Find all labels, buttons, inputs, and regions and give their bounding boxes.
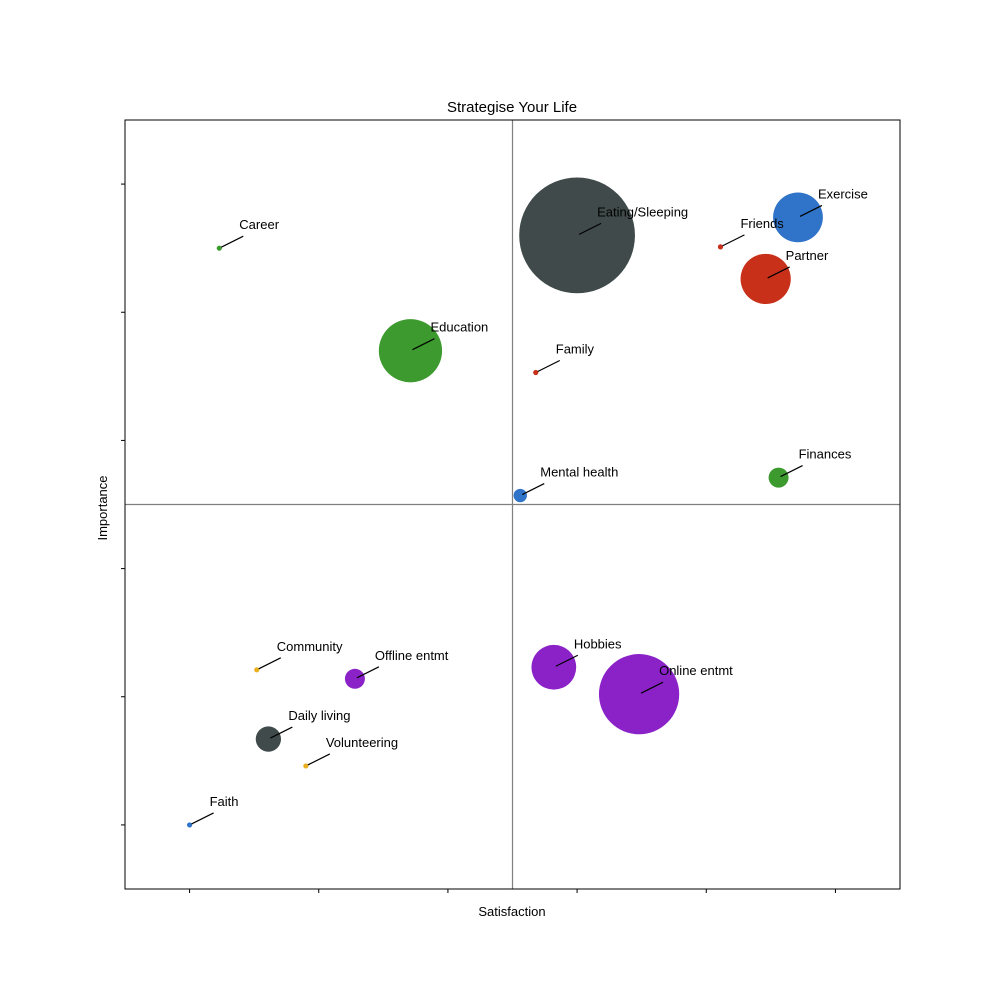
- point-label-faith: Faith: [210, 794, 239, 809]
- bubble-online-entmt: [598, 654, 680, 735]
- bubble-hobbies: [531, 644, 577, 690]
- leader-line-eating-sleeping: [578, 222, 602, 235]
- bubble-finances: [768, 467, 789, 488]
- bubble-mental-health: [513, 488, 527, 503]
- bubble-eating-sleeping: [519, 177, 635, 294]
- point-label-partner: Partner: [786, 248, 829, 263]
- point-label-online-entmt: Online entmt: [659, 663, 733, 678]
- point-label-offline-entmt: Offline entmt: [375, 648, 449, 663]
- leader-line-faith: [191, 812, 214, 825]
- leader-line-partner: [767, 266, 790, 279]
- point-label-daily-living: Daily living: [288, 708, 350, 723]
- leader-line-volunteering: [307, 753, 331, 766]
- bubble-education: [378, 319, 443, 383]
- point-label-friends: Friends: [740, 216, 784, 231]
- point-label-family: Family: [556, 341, 595, 356]
- bubble-faith: [186, 822, 193, 828]
- bubble-community: [254, 667, 260, 673]
- bubble-volunteering: [303, 763, 309, 769]
- plot-area: Career Education Eating/Sleeping Exercise Fr…: [121, 119, 901, 893]
- x-axis-label: Satisfaction: [478, 904, 545, 919]
- point-label-career: Career: [239, 217, 279, 232]
- bubble-offline-entmt: [344, 668, 365, 689]
- leader-line-friends: [722, 234, 745, 247]
- leader-line-offline-entmt: [356, 666, 380, 679]
- point-label-finances: Finances: [799, 447, 852, 462]
- bubble-family: [533, 369, 539, 376]
- bubble-exercise: [773, 192, 823, 243]
- leader-line-daily-living: [270, 726, 293, 739]
- leader-line-hobbies: [555, 654, 579, 667]
- point-label-hobbies: Hobbies: [574, 636, 622, 651]
- leader-line-family: [537, 359, 561, 373]
- leader-line-exercise: [799, 204, 823, 217]
- bubble-career: [216, 245, 222, 251]
- point-label-exercise: Exercise: [818, 186, 868, 201]
- leader-line-finances: [780, 465, 803, 478]
- leader-line-community: [258, 657, 282, 670]
- y-axis-label: Importance: [95, 475, 110, 540]
- leader-line-career: [221, 235, 244, 248]
- point-label-mental-health: Mental health: [540, 465, 618, 480]
- leader-line-education: [412, 338, 435, 351]
- leader-line-online-entmt: [640, 681, 664, 694]
- bubble-friends: [717, 244, 724, 250]
- bubble-daily-living: [255, 726, 282, 752]
- point-label-education: Education: [430, 320, 488, 335]
- plot-frame: [124, 119, 901, 890]
- point-label-eating-sleeping: Eating/Sleeping: [597, 204, 688, 219]
- leader-line-mental-health: [521, 482, 545, 496]
- point-label-community: Community: [277, 639, 343, 654]
- bubble-partner: [740, 253, 791, 305]
- chart-title: Strategise Your Life: [447, 99, 577, 116]
- point-label-volunteering: Volunteering: [326, 735, 398, 750]
